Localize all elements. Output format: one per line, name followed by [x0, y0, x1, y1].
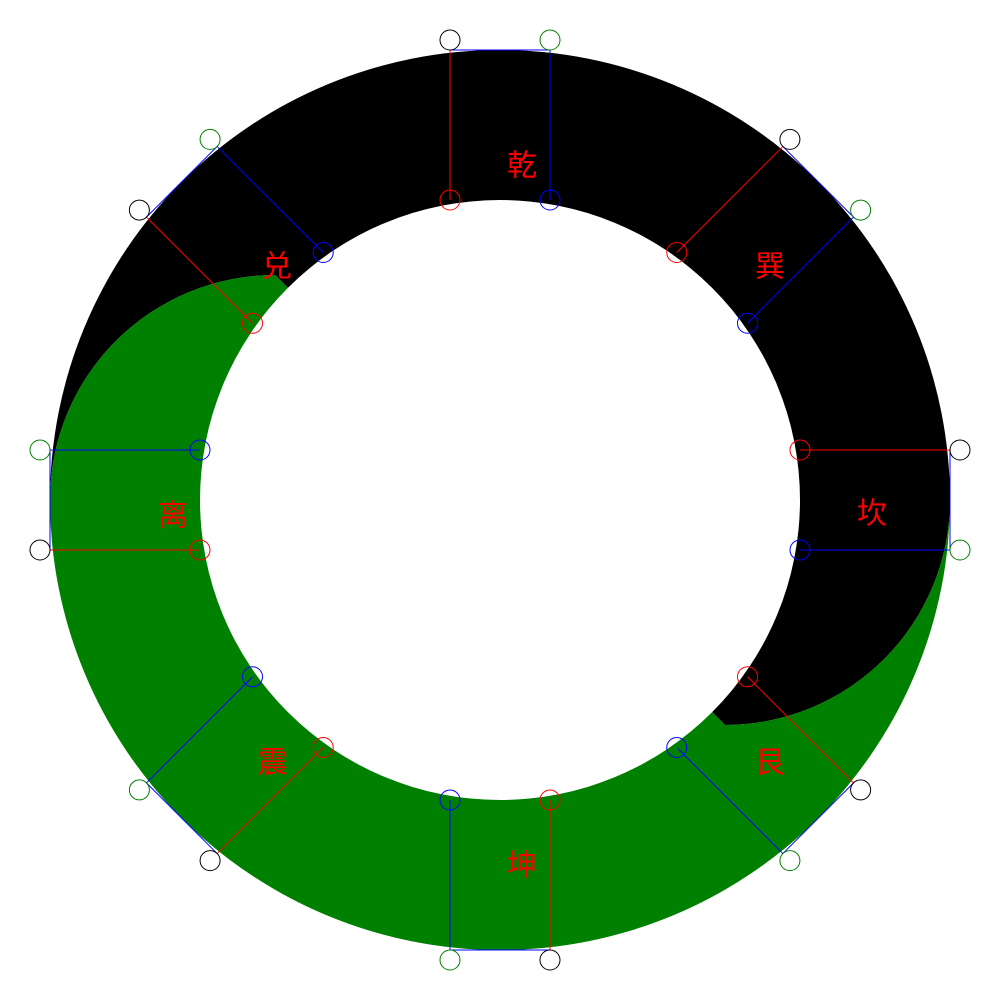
outer-marker-b [128, 779, 150, 801]
outer-marker-a [949, 439, 971, 461]
trigram-label-gen: 艮 [755, 746, 785, 781]
outer-marker-a [539, 949, 561, 971]
outer-marker-b [850, 199, 872, 221]
outer-marker-a [199, 850, 221, 872]
outer-marker-b [949, 539, 971, 561]
inner-marker-a [666, 242, 688, 264]
sector-edge-b [216, 146, 324, 253]
outer-marker-a [779, 128, 801, 150]
sector-edge-b [676, 747, 784, 854]
sector-edge-a [146, 216, 253, 324]
inner-marker-b [736, 312, 758, 334]
sector-outer-edge [782, 146, 854, 218]
inner-marker-b [189, 439, 211, 461]
inner-marker-b [666, 736, 688, 758]
inner-hole [200, 200, 800, 800]
sector-edge-b [747, 216, 854, 324]
inner-marker-b [439, 789, 461, 811]
sector-edge-b [146, 676, 253, 784]
trigram-label-zhen: 震 [258, 746, 288, 781]
inner-marker-a [312, 736, 334, 758]
inner-marker-b [242, 666, 264, 688]
trigram-label-li: 离 [158, 499, 188, 534]
outer-marker-a [439, 29, 461, 51]
sector-outer-edge [146, 146, 218, 218]
sector-outer-edge [782, 782, 854, 854]
sector-edge-a [676, 146, 784, 253]
outer-marker-b [779, 850, 801, 872]
outer-marker-a [29, 539, 51, 561]
sector-frame-kan [789, 439, 971, 561]
trigram-label-dui: 兑 [262, 250, 292, 285]
sector-frame-xun [666, 128, 872, 334]
sector-frame-kun [439, 789, 561, 971]
outer-marker-b [539, 29, 561, 51]
inner-marker-b [539, 189, 561, 211]
trigram-label-kun: 坤 [507, 849, 537, 884]
outer-marker-b [439, 949, 461, 971]
sector-frame-dui [128, 128, 334, 334]
inner-marker-b [789, 539, 811, 561]
sector-frame-gen [666, 666, 872, 872]
sector-frame-li [29, 439, 211, 561]
outer-marker-a [850, 779, 872, 801]
outer-marker-b [199, 128, 221, 150]
inner-marker-a [789, 439, 811, 461]
inner-marker-a [539, 789, 561, 811]
outer-marker-a [128, 199, 150, 221]
trigram-sectors [29, 29, 971, 971]
inner-marker-a [736, 666, 758, 688]
inner-marker-a [242, 312, 264, 334]
inner-marker-a [189, 539, 211, 561]
trigram-label-xun: 巽 [755, 250, 785, 285]
trigram-label-kan: 坎 [857, 497, 887, 532]
inner-marker-a [439, 189, 461, 211]
sector-outer-edge [146, 782, 218, 854]
sector-frame-qian [439, 29, 561, 211]
sector-edge-a [216, 747, 324, 854]
trigram-label-qian: 乾 [507, 149, 537, 184]
sector-edge-a [747, 676, 854, 784]
inner-marker-b [312, 242, 334, 264]
sector-frame-zhen [128, 666, 334, 872]
outer-marker-b [29, 439, 51, 461]
